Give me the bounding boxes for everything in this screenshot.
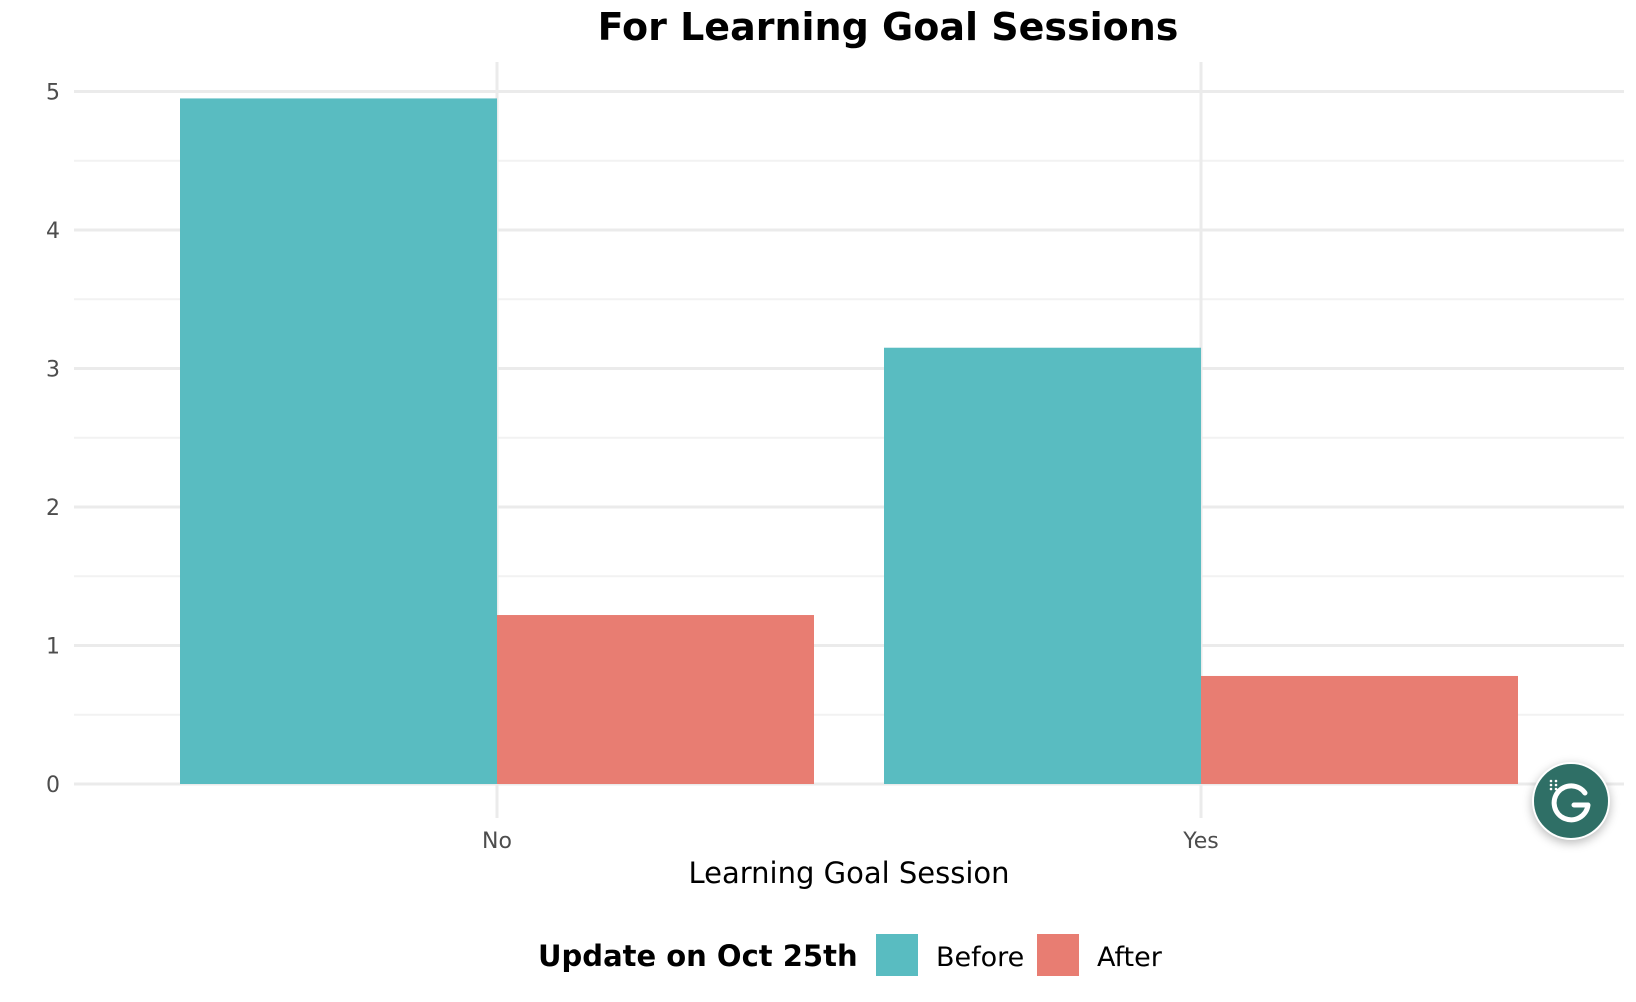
legend-label-after: After xyxy=(1097,942,1163,973)
grammarly-button[interactable] xyxy=(1532,762,1610,840)
chart-title: For Learning Goal Sessions xyxy=(598,5,1179,49)
bar-layer xyxy=(180,98,1518,785)
legend-swatch-after xyxy=(1037,934,1079,976)
axis-layer: No Yes 0 1 2 3 4 5 xyxy=(46,81,1219,855)
x-tick-label: No xyxy=(482,829,512,854)
y-tick-label: 1 xyxy=(46,635,60,660)
x-axis-label: Learning Goal Session xyxy=(688,856,1009,890)
bar-before-yes xyxy=(884,347,1201,784)
legend: Update on Oct 25th Before After xyxy=(538,934,1163,976)
y-tick-label: 2 xyxy=(46,496,60,521)
bar-after-no xyxy=(497,615,814,784)
x-tick-label: Yes xyxy=(1182,829,1219,854)
grammarly-icon xyxy=(1551,783,1591,823)
y-tick-label: 4 xyxy=(46,219,60,244)
legend-title: Update on Oct 25th xyxy=(538,939,858,973)
legend-items: Before After xyxy=(876,934,1163,976)
legend-swatch-before xyxy=(876,934,918,976)
y-tick-label: 5 xyxy=(46,81,60,106)
bar-after-yes xyxy=(1201,675,1518,784)
legend-label-before: Before xyxy=(936,942,1024,973)
y-tick-label: 3 xyxy=(46,358,60,383)
drag-handle-icon[interactable] xyxy=(1547,777,1561,791)
bar-before-no xyxy=(180,98,497,785)
y-tick-label: 0 xyxy=(46,773,60,798)
